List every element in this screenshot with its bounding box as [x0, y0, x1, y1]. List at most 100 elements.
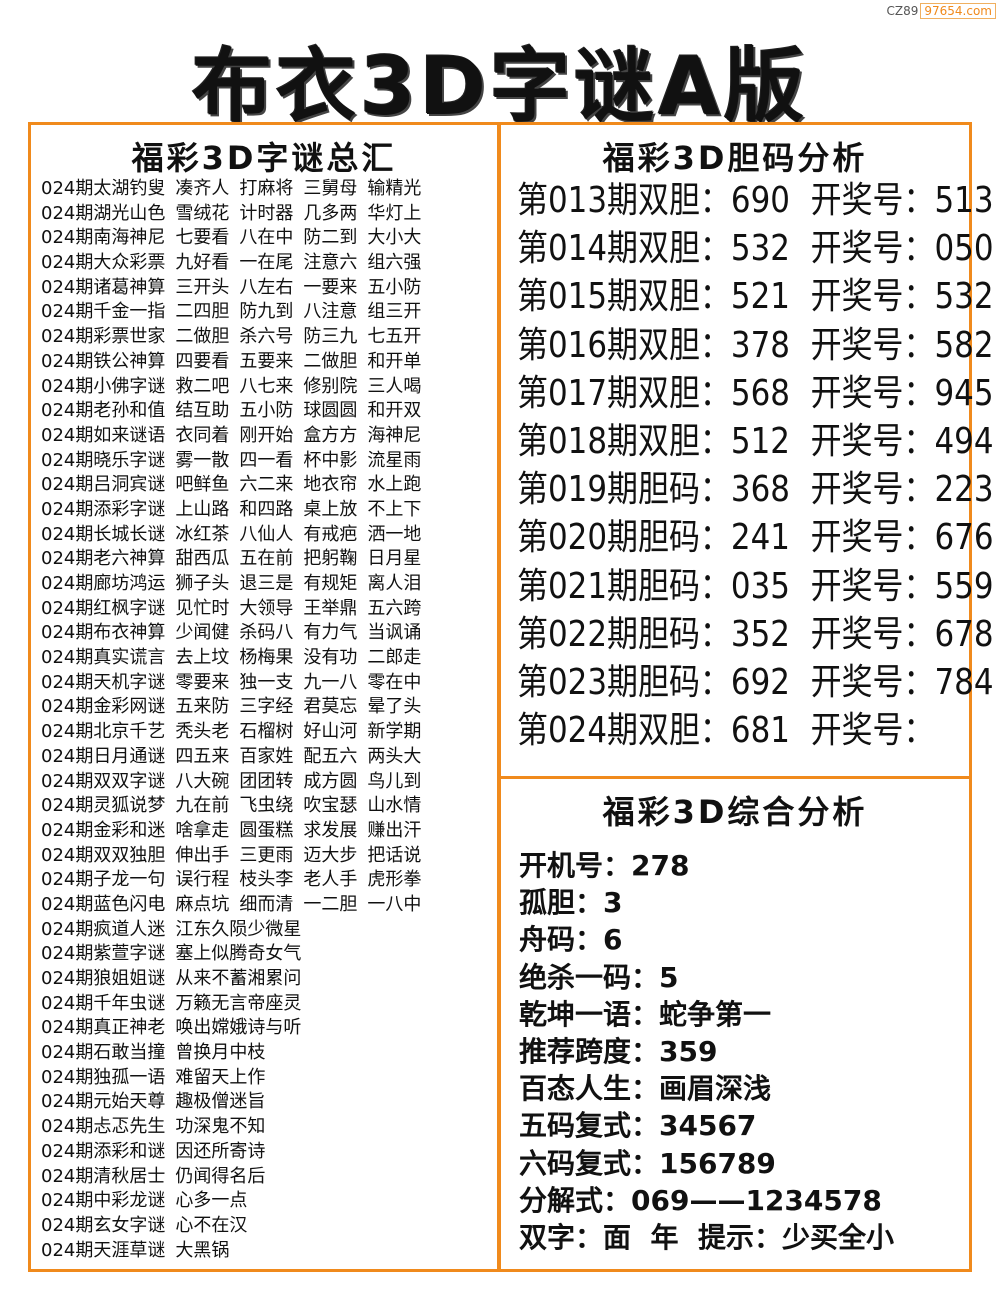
riddle-source: 024期子龙一句 — [41, 869, 166, 891]
riddle-source: 024期小佛字谜 — [41, 375, 166, 397]
riddle-source: 024期独孤一语 — [41, 1066, 166, 1088]
riddle-row: 024期紫萱字谜 塞上似腾奇女气 — [41, 942, 431, 967]
page-title: 布衣3D字谜A版 — [192, 40, 808, 133]
riddle-clue: 球圆圆 — [303, 400, 358, 422]
riddle-clue: 六二来 — [239, 474, 294, 496]
dan-code: 第019期胆码：368 — [517, 469, 790, 511]
riddle-clue: 组三开 — [367, 301, 422, 323]
watermark-site: 97654.com — [920, 3, 996, 19]
riddle-row: 024期中彩龙谜 心多一点 — [41, 1189, 431, 1214]
riddle-source: 024期老六神算 — [41, 548, 166, 570]
riddle-clue: 山水情 — [367, 795, 422, 817]
riddle-clue: 打麻将 — [239, 178, 294, 199]
riddle-row: 024期日月通谜 四五来 百家姓 配五六 两头大 — [41, 745, 431, 770]
riddle-clue: 防三九 — [303, 326, 358, 348]
dan-code-row: 第013期双胆：690 开奖号：513 — [517, 177, 1000, 225]
riddle-clue: 一要来 — [303, 276, 358, 298]
riddle-clue: 九一八 — [303, 671, 358, 693]
riddle-clue: 输精光 — [367, 178, 422, 199]
riddle-clue: 几多两 — [303, 202, 358, 224]
riddle-clue: 计时器 — [239, 202, 294, 224]
riddle-row: 024期如来谜语 衣同着 刚开始 盒方方 海神尼 — [41, 424, 431, 449]
analysis-list: 开机号：278 孤胆：3 舟码：6 绝杀一码：5 乾坤一语：蛇争第一 推荐跨度：359 百态… — [519, 847, 894, 1256]
riddle-row: 024期忐忑先生 功深鬼不知 — [41, 1115, 431, 1140]
riddle-row: 024期蓝色闪电 麻点坑 细而清 一二胆 一八中 — [41, 893, 431, 918]
riddle-source: 024期长城长谜 — [41, 523, 166, 545]
draw-number: 开奖号：532 — [810, 276, 994, 318]
riddle-clue: 飞虫绕 — [239, 795, 294, 817]
riddle-clue: 三人喝 — [367, 375, 422, 397]
riddle-clue: 结互助 — [175, 400, 230, 422]
riddle-row: 024期太湖钓叟 凑齐人 打麻将 三舅母 输精光 — [41, 177, 431, 202]
riddle-row: 024期灵狐说梦 九在前 飞虫绕 吹宝瑟 山水情 — [41, 794, 431, 819]
riddle-clue: 伸出手 — [175, 844, 230, 866]
riddle-clue: 心不在汉 — [175, 1214, 248, 1236]
riddle-clue: 八左右 — [239, 276, 294, 298]
riddle-row: 024期元始天尊 趣极僧迷旨 — [41, 1090, 431, 1115]
riddle-row: 024期天机字谜 零要来 独一支 九一八 零在中 — [41, 671, 431, 696]
riddle-row: 024期千金一指 二四胆 防九到 八注意 组三开 — [41, 300, 431, 325]
riddle-clue: 杯中影 — [303, 449, 358, 471]
riddle-clue: 秃头老 — [175, 721, 230, 743]
riddle-clue: 因还所寄诗 — [175, 1140, 266, 1162]
riddle-clue: 功深鬼不知 — [175, 1116, 266, 1138]
riddle-source: 024期疯道人迷 — [41, 918, 166, 940]
riddle-source: 024期天涯草谜 — [41, 1239, 166, 1261]
dan-code: 第016期双胆：378 — [517, 324, 790, 366]
riddle-source: 024期忐忑先生 — [41, 1116, 166, 1138]
riddle-source: 024期紫萱字谜 — [41, 943, 166, 965]
dan-code-list: 第013期双胆：690 开奖号：513 第014期双胆：532 开奖号：050 第015… — [517, 177, 1000, 755]
riddle-clue: 赚出汗 — [367, 819, 422, 841]
riddle-clue: 好山河 — [303, 721, 358, 743]
riddle-source: 024期中彩龙谜 — [41, 1190, 166, 1212]
dan-code: 第014期双胆：532 — [517, 228, 790, 270]
riddle-clue: 石榴树 — [239, 721, 294, 743]
analysis-line: 百态人生：画眉深浅 — [519, 1072, 772, 1106]
riddle-clue: 不上下 — [367, 498, 422, 520]
riddle-clue: 雾一散 — [175, 449, 230, 471]
draw-number: 开奖号：494 — [810, 420, 994, 462]
riddle-clue: 百家姓 — [239, 745, 294, 767]
riddle-clue: 五小防 — [367, 276, 422, 298]
riddle-clue: 五六跨 — [367, 597, 422, 619]
riddle-clue: 五来防 — [175, 696, 230, 718]
riddle-clue: 五要来 — [239, 350, 294, 372]
riddle-clue: 海神尼 — [367, 424, 422, 446]
riddle-clue: 刚开始 — [239, 424, 294, 446]
riddle-source: 024期布衣神算 — [41, 622, 166, 644]
riddle-row: 024期真实谎言 去上坟 杨梅果 没有功 二郎走 — [41, 646, 431, 671]
riddle-clue: 雪绒花 — [175, 202, 230, 224]
riddle-clue: 冰红茶 — [175, 523, 230, 545]
riddle-clue: 吹宝瑟 — [303, 795, 358, 817]
riddle-source: 024期红枫字谜 — [41, 597, 166, 619]
riddle-row: 024期真正神老 唤出嫦娥诗与听 — [41, 1016, 431, 1041]
riddle-row: 024期小佛字谜 救二吧 八七来 修别院 三人喝 — [41, 375, 431, 400]
riddle-clue: 少闻健 — [175, 622, 230, 644]
riddle-row: 024期双双独胆 伸出手 三更雨 迈大步 把话说 — [41, 844, 431, 869]
riddle-clue: 两头大 — [367, 745, 422, 767]
draw-number: 开奖号：050 — [810, 228, 994, 270]
riddle-clue: 二四胆 — [175, 301, 230, 323]
dan-code: 第020期胆码：241 — [517, 517, 790, 559]
riddle-clue: 日月星 — [367, 548, 422, 570]
riddle-clue: 配五六 — [303, 745, 358, 767]
riddle-clue: 江东久陨少微星 — [175, 918, 302, 940]
dan-code-row: 第014期双胆：532 开奖号：050 — [517, 225, 1000, 273]
dan-code-row: 第016期双胆：378 开奖号：582 — [517, 322, 1000, 370]
riddle-clue: 没有功 — [303, 647, 358, 669]
riddle-clue: 啥拿走 — [175, 819, 230, 841]
riddle-clue: 误行程 — [175, 869, 230, 891]
riddle-clue: 三更雨 — [239, 844, 294, 866]
riddle-clue: 八注意 — [303, 301, 358, 323]
riddle-row: 024期大众彩票 九好看 一在尾 注意六 组六强 — [41, 251, 431, 276]
riddle-clue: 大领导 — [239, 597, 294, 619]
analysis-line: 孤胆：3 — [519, 886, 623, 920]
riddle-row: 024期布衣神算 少闻健 杀码八 有力气 当讽诵 — [41, 621, 431, 646]
riddle-source: 024期日月通谜 — [41, 745, 166, 767]
riddle-row: 024期玄女字谜 心不在汉 — [41, 1214, 431, 1239]
riddle-clue: 塞上似腾奇女气 — [175, 943, 302, 965]
watermark-prefix: CZ89 — [886, 4, 919, 18]
dan-code-row: 第020期胆码：241 开奖号：676 — [517, 514, 1000, 562]
dan-code: 第018期双胆：512 — [517, 420, 790, 462]
riddle-clue: 唤出嫦娥诗与听 — [175, 1017, 302, 1039]
